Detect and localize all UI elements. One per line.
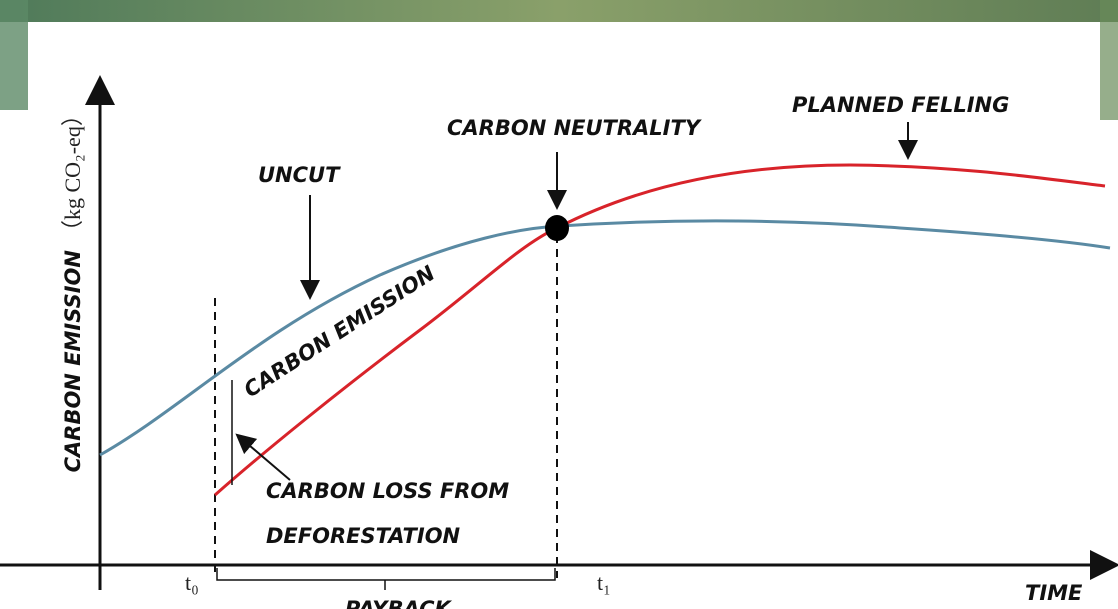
y-axis-unit: （kg CO₂-eq）: [60, 104, 85, 242]
annotation: PAYBACK: [345, 597, 453, 609]
background-strip: [0, 0, 1118, 22]
x-axis-label: TIME: [1025, 581, 1083, 605]
arrow: [235, 433, 291, 481]
felling-curve: [214, 163, 1106, 497]
neutrality-point: [545, 215, 569, 241]
annotation: PLANNED FELLING: [792, 93, 1009, 117]
time-mark: t₀: [185, 570, 199, 595]
annotation: CARBON EMISSION: [240, 261, 440, 402]
y-axis-label: CARBON EMISSION: [61, 250, 85, 473]
background-strip: [0, 0, 28, 110]
annotation: UNCUT: [258, 163, 341, 187]
payback-bracket: [216, 568, 556, 590]
annotation: DEFORESTATION: [266, 524, 461, 548]
uncut-curve: [99, 219, 1111, 457]
annotation: CARBON NEUTRALITY: [447, 116, 702, 140]
annotation: CARBON LOSS FROM: [266, 479, 509, 503]
time-mark: t₁: [597, 570, 611, 595]
y-axis-label-group: CARBON EMISSION （kg CO₂-eq）: [60, 104, 85, 472]
background-strip: [1100, 0, 1118, 120]
